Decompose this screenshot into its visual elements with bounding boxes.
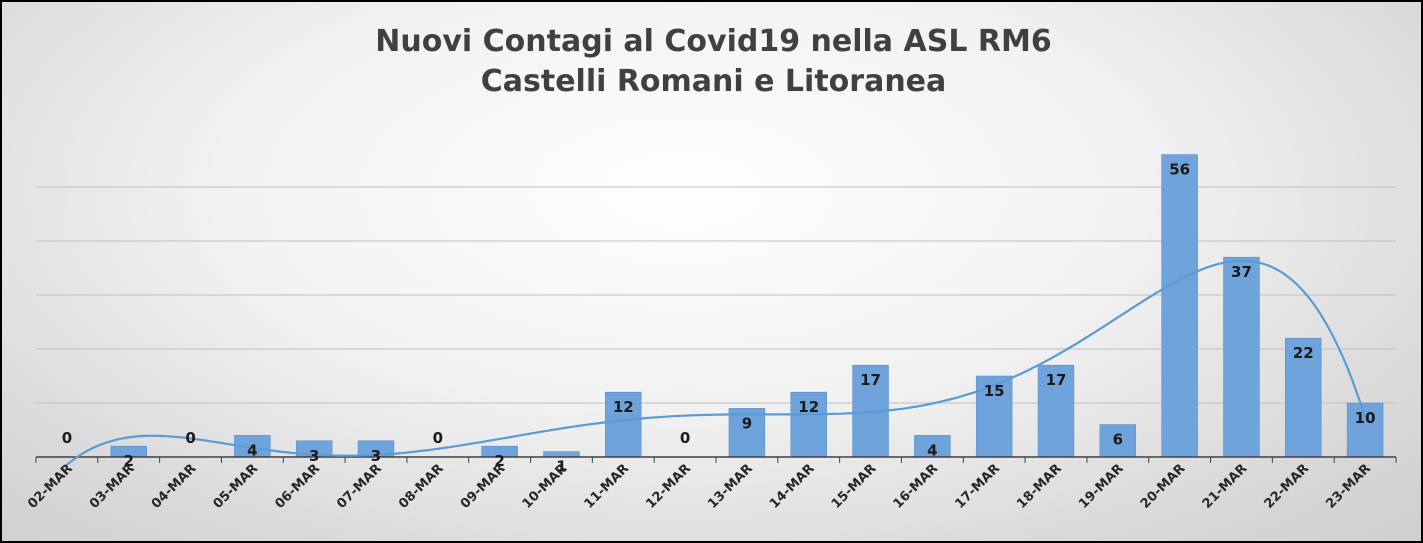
- data-label: 0: [680, 429, 690, 447]
- x-tick-label: 09-MAR: [458, 461, 509, 512]
- x-tick-label: 17-MAR: [952, 461, 1003, 512]
- x-tick-label: 20-MAR: [1138, 461, 1189, 512]
- data-label: 2: [494, 452, 504, 470]
- x-tick-label: 07-MAR: [334, 461, 385, 512]
- x-tick-label: 13-MAR: [705, 461, 756, 512]
- chart-subtitle: Castelli Romani e Litoranea: [480, 64, 947, 99]
- chart-title: Nuovi Contagi al Covid19 nella ASL RM6 C…: [2, 22, 1421, 102]
- data-label: 56: [1169, 161, 1190, 179]
- bar: [728, 408, 766, 458]
- x-tick-label: 23-MAR: [1323, 461, 1374, 512]
- data-label: 15: [984, 382, 1005, 400]
- x-tick-label: 19-MAR: [1076, 461, 1127, 512]
- x-tick-label: 03-MAR: [87, 461, 138, 512]
- x-tick-label: 08-MAR: [396, 461, 447, 512]
- x-tick-label: 06-MAR: [272, 461, 323, 512]
- data-label: 3: [309, 447, 319, 465]
- data-label: 0: [433, 429, 443, 447]
- data-label: 37: [1231, 263, 1252, 281]
- x-tick-label: 02-MAR: [25, 461, 76, 512]
- data-label: 2: [124, 452, 134, 470]
- x-tick-label: 14-MAR: [767, 461, 818, 512]
- x-tick-label: 11-MAR: [582, 461, 633, 512]
- x-tick-label: 18-MAR: [1014, 461, 1065, 512]
- bar: [1285, 337, 1322, 458]
- data-label: 3: [371, 447, 381, 465]
- data-label: 17: [860, 371, 881, 389]
- data-label: 22: [1293, 344, 1314, 362]
- data-label: 12: [798, 398, 819, 416]
- x-tick-label: 22-MAR: [1262, 461, 1313, 512]
- bar: [1099, 424, 1137, 458]
- x-tick-label: 05-MAR: [211, 461, 262, 512]
- bar: [1037, 364, 1075, 458]
- data-label: 17: [1046, 371, 1067, 389]
- bar: [1161, 154, 1198, 458]
- bar: [543, 451, 580, 458]
- data-label: 1: [556, 458, 566, 476]
- data-label: 12: [613, 398, 634, 416]
- data-label: 4: [927, 441, 937, 459]
- data-label: 0: [62, 429, 72, 447]
- trendline: [66, 259, 1367, 466]
- data-label: 10: [1355, 409, 1376, 427]
- x-tick-label: 04-MAR: [149, 461, 200, 512]
- x-tick-label: 15-MAR: [829, 461, 880, 512]
- bar: [1223, 256, 1260, 458]
- bar: [790, 391, 827, 458]
- x-tick-label: 10-MAR: [520, 461, 571, 512]
- x-tick-label: 16-MAR: [891, 461, 942, 512]
- x-tick-label: 12-MAR: [643, 461, 694, 512]
- data-label: 6: [1113, 431, 1123, 449]
- chart-title-line1: Nuovi Contagi al Covid19 nella ASL RM6: [375, 24, 1052, 59]
- data-label: 0: [185, 429, 195, 447]
- data-label: 9: [742, 414, 752, 432]
- x-tick-label: 21-MAR: [1200, 461, 1251, 512]
- data-label: 4: [247, 441, 257, 459]
